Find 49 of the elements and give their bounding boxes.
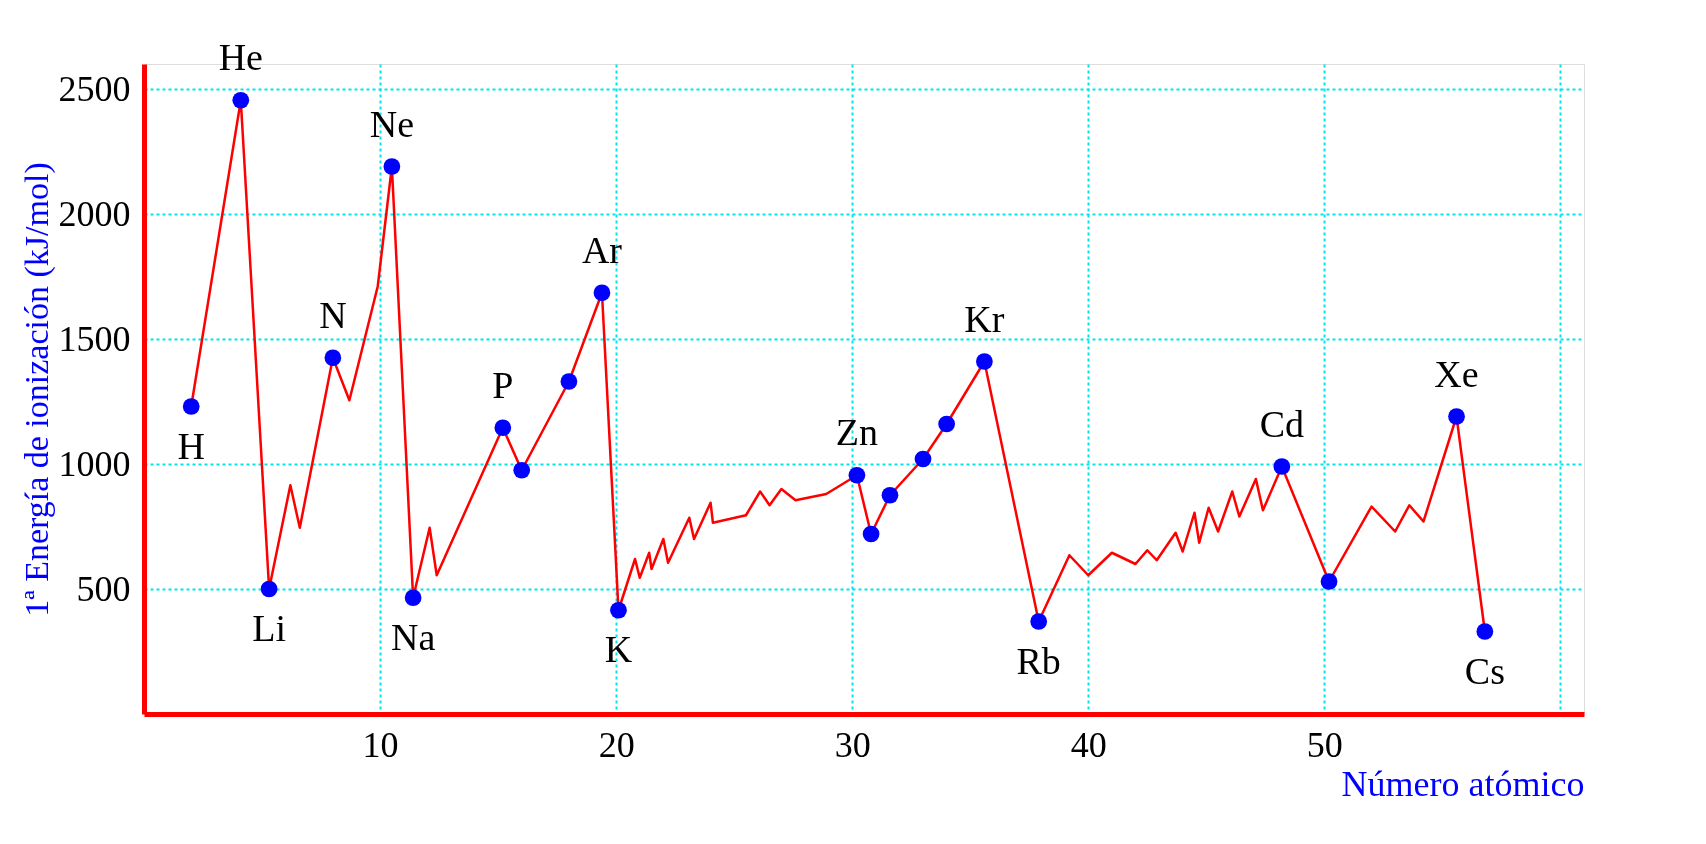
point	[938, 415, 955, 433]
annotation: He	[218, 36, 263, 79]
point	[383, 158, 401, 175]
x-tick-label: 10	[362, 724, 399, 765]
annotation: Cd	[1259, 402, 1305, 445]
y-tick-label: 500	[76, 568, 131, 609]
annotation: Ar	[581, 228, 623, 271]
point	[182, 398, 200, 415]
y-tick-label: 2000	[58, 193, 131, 234]
x-tick-label: 50	[1306, 724, 1343, 765]
point	[862, 525, 880, 543]
point	[848, 466, 866, 484]
x-axis-title: Número atómico	[1341, 763, 1585, 804]
annotation: Rb	[1016, 639, 1061, 682]
point	[324, 349, 342, 367]
point	[881, 486, 899, 504]
x-tick-label: 30	[834, 724, 871, 765]
point	[1448, 408, 1465, 425]
annotation: Zn	[835, 411, 879, 454]
annotation: Cs	[1464, 649, 1505, 692]
point	[610, 601, 627, 619]
point	[1030, 613, 1048, 630]
annotation: Li	[252, 607, 287, 649]
point	[914, 450, 932, 468]
y-axis-title: 1ª Energía de ionización (kJ/mol)	[17, 162, 56, 617]
y-tick-label: 1500	[58, 318, 131, 359]
point	[1320, 573, 1338, 590]
point	[260, 580, 278, 598]
x-tick-label: 20	[598, 724, 635, 765]
point	[976, 353, 993, 370]
point	[1476, 623, 1494, 640]
point	[1273, 458, 1291, 475]
annotation: K	[604, 628, 633, 671]
point	[560, 373, 578, 390]
annotation: P	[492, 363, 514, 406]
annotation: Na	[390, 615, 436, 658]
point	[494, 419, 512, 437]
y-tick-label: 2500	[58, 68, 131, 109]
point	[232, 91, 250, 109]
x-tick-label: 40	[1070, 724, 1107, 765]
point	[404, 589, 422, 607]
annotation: N	[319, 293, 347, 336]
y-tick-label: 1000	[58, 443, 131, 484]
annotation: Xe	[1434, 352, 1479, 395]
annotation: Ne	[369, 102, 415, 145]
annotation: Kr	[964, 297, 1005, 340]
point	[513, 461, 531, 479]
point	[593, 284, 611, 302]
annotation: H	[177, 424, 205, 467]
